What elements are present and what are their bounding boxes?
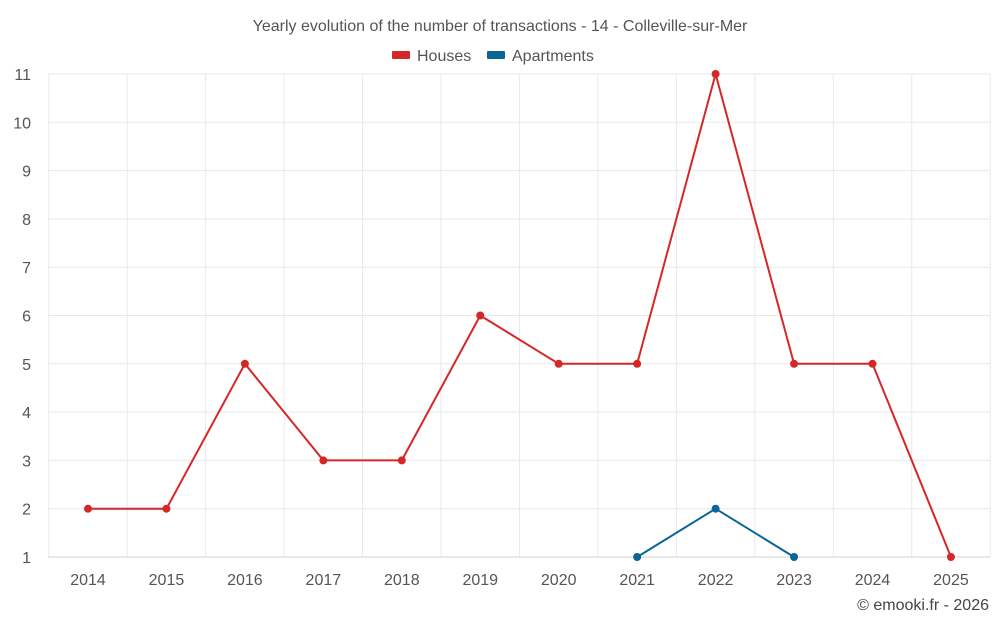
data-point-houses[interactable] bbox=[711, 70, 720, 78]
y-tick-label: 4 bbox=[22, 405, 31, 422]
chart-title: Yearly evolution of the number of transa… bbox=[253, 18, 748, 35]
y-axis-ticks: 1 2 3 4 5 6 7 8 9 10 11 bbox=[13, 67, 31, 567]
series-line-apartments bbox=[636, 507, 795, 558]
legend-item-apartments[interactable]: Apartments bbox=[487, 48, 594, 65]
legend-item-houses[interactable]: Houses bbox=[392, 48, 471, 65]
x-tick-label: 2024 bbox=[855, 572, 891, 589]
data-point-houses[interactable] bbox=[162, 504, 171, 513]
x-tick-label: 2023 bbox=[776, 572, 812, 589]
data-point-houses[interactable] bbox=[240, 359, 249, 368]
data-point-houses[interactable] bbox=[319, 456, 328, 465]
data-point-houses[interactable] bbox=[946, 553, 955, 561]
x-tick-label: 2016 bbox=[227, 572, 263, 589]
x-tick-label: 2014 bbox=[70, 572, 106, 589]
y-tick-label: 3 bbox=[22, 453, 31, 470]
y-tick-label: 5 bbox=[22, 357, 31, 374]
x-tick-label: 2022 bbox=[698, 572, 734, 589]
x-tick-label: 2021 bbox=[619, 572, 655, 589]
y-tick-label: 11 bbox=[14, 67, 31, 84]
y-tick-label: 9 bbox=[22, 164, 31, 181]
series-points bbox=[84, 70, 955, 561]
data-point-apartments[interactable] bbox=[633, 553, 642, 561]
y-tick-label: 8 bbox=[22, 212, 31, 229]
y-tick-label: 7 bbox=[22, 260, 31, 277]
legend-label-apartments: Apartments bbox=[512, 48, 594, 65]
x-tick-label: 2019 bbox=[462, 572, 498, 589]
x-tick-label: 2025 bbox=[933, 572, 969, 589]
x-axis-ticks: 2014 2015 2016 2017 2018 2019 2020 2021 2022 2023… bbox=[70, 572, 969, 589]
x-tick-label: 2015 bbox=[149, 572, 185, 589]
data-point-houses[interactable] bbox=[476, 311, 485, 320]
x-tick-label: 2018 bbox=[384, 572, 420, 589]
legend: Houses Apartments bbox=[392, 48, 594, 65]
series-line-houses bbox=[88, 73, 952, 558]
y-tick-label: 6 bbox=[22, 309, 31, 326]
data-point-houses[interactable] bbox=[790, 359, 799, 368]
x-tick-label: 2017 bbox=[306, 572, 342, 589]
data-point-houses[interactable] bbox=[84, 504, 92, 513]
data-point-houses[interactable] bbox=[554, 359, 563, 368]
legend-swatch-houses bbox=[392, 51, 410, 59]
legend-label-houses: Houses bbox=[417, 48, 471, 65]
data-point-houses[interactable] bbox=[633, 359, 642, 368]
data-point-apartments[interactable] bbox=[790, 553, 799, 561]
y-tick-label: 2 bbox=[22, 502, 31, 519]
credit-text: © emooki.fr - 2026 bbox=[857, 597, 989, 614]
y-tick-label: 1 bbox=[22, 550, 31, 567]
data-point-apartments[interactable] bbox=[711, 504, 720, 513]
data-point-houses[interactable] bbox=[868, 359, 877, 368]
data-point-houses[interactable] bbox=[397, 456, 406, 465]
x-gridlines bbox=[48, 74, 991, 557]
legend-swatch-apartments bbox=[487, 51, 505, 59]
y-tick-label: 10 bbox=[13, 115, 31, 132]
x-tick-label: 2020 bbox=[541, 572, 577, 589]
